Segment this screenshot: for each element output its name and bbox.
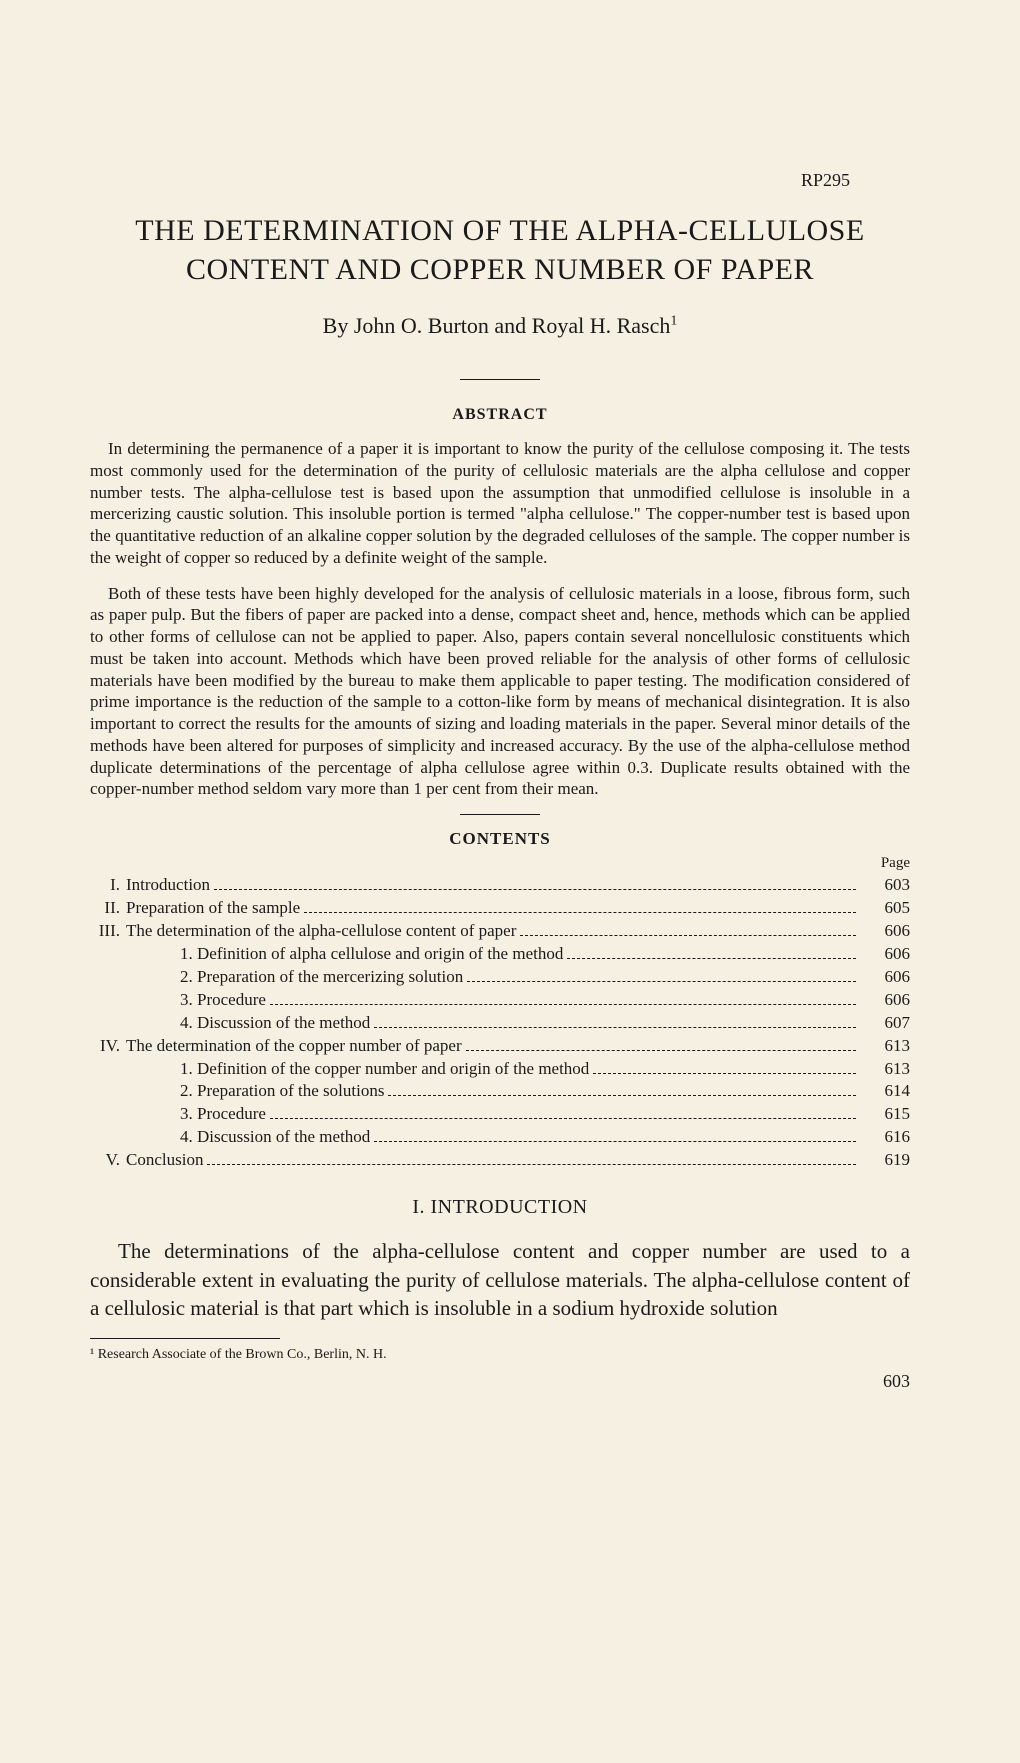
toc-page: 605 (860, 897, 910, 920)
toc-row: I.Introduction 603 (90, 874, 910, 897)
toc-dots (567, 958, 856, 959)
toc-row: III.The determination of the alpha-cellu… (90, 920, 910, 943)
byline: By John O. Burton and Royal H. Rasch1 (90, 313, 910, 339)
toc-dots (207, 1164, 856, 1165)
toc-label: 1. Definition of alpha cellulose and ori… (180, 943, 563, 966)
toc-page: 614 (860, 1080, 910, 1103)
toc-row: 3. Procedure 615 (90, 1103, 910, 1126)
section-heading-introduction: I. INTRODUCTION (90, 1196, 910, 1219)
toc-dots (520, 935, 856, 936)
divider (460, 379, 540, 380)
page-number: 603 (90, 1371, 910, 1392)
abstract-paragraph-2: Both of these tests have been highly dev… (90, 583, 910, 801)
toc-page: 606 (860, 966, 910, 989)
toc-page: 606 (860, 989, 910, 1012)
report-id: RP295 (90, 170, 910, 191)
abstract-paragraph-1: In determining the permanence of a paper… (90, 438, 910, 569)
toc-label: I.Introduction (90, 874, 210, 897)
toc-row: 4. Discussion of the method 607 (90, 1012, 910, 1035)
toc-page: 606 (860, 920, 910, 943)
toc-label: 4. Discussion of the method (180, 1012, 370, 1035)
toc-row: 1. Definition of alpha cellulose and ori… (90, 943, 910, 966)
byline-text: By John O. Burton and Royal H. Rasch (323, 313, 671, 338)
toc-label: II.Preparation of the sample (90, 897, 300, 920)
toc-row: V.Conclusion 619 (90, 1149, 910, 1172)
divider (460, 814, 540, 815)
toc-dots (374, 1027, 856, 1028)
toc-dots (214, 889, 856, 890)
toc-page: 615 (860, 1103, 910, 1126)
toc-label: III.The determination of the alpha-cellu… (90, 920, 516, 943)
toc-dots (388, 1095, 856, 1096)
toc-row: 2. Preparation of the solutions 614 (90, 1080, 910, 1103)
page-column-header: Page (90, 855, 910, 872)
contents-heading: CONTENTS (90, 829, 910, 849)
toc-label: 3. Procedure (180, 989, 266, 1012)
toc-dots (374, 1141, 856, 1142)
toc-row: 4. Discussion of the method 616 (90, 1126, 910, 1149)
toc-label: 4. Discussion of the method (180, 1126, 370, 1149)
toc-dots (466, 1050, 856, 1051)
toc-dots (593, 1073, 856, 1074)
toc-dots (304, 912, 856, 913)
toc-page: 607 (860, 1012, 910, 1035)
toc-row: II.Preparation of the sample 605 (90, 897, 910, 920)
toc-row: 2. Preparation of the mercerizing soluti… (90, 966, 910, 989)
toc-page: 613 (860, 1058, 910, 1081)
toc-row: 3. Procedure 606 (90, 989, 910, 1012)
toc-page: 606 (860, 943, 910, 966)
toc-label: 2. Preparation of the solutions (180, 1080, 384, 1103)
toc-label: 3. Procedure (180, 1103, 266, 1126)
toc-page: 613 (860, 1035, 910, 1058)
toc-label: V.Conclusion (90, 1149, 203, 1172)
toc-page: 616 (860, 1126, 910, 1149)
toc-row: 1. Definition of the copper number and o… (90, 1058, 910, 1081)
abstract-heading: ABSTRACT (90, 406, 910, 424)
footnote-1: ¹ Research Associate of the Brown Co., B… (90, 1347, 910, 1363)
toc-row: IV.The determination of the copper numbe… (90, 1035, 910, 1058)
toc-dots (270, 1004, 856, 1005)
footnote-divider (90, 1338, 280, 1339)
toc-dots (467, 981, 856, 982)
byline-footnote-marker: 1 (670, 314, 677, 329)
toc-page: 603 (860, 874, 910, 897)
table-of-contents: I.Introduction603II.Preparation of the s… (90, 874, 910, 1172)
paper-title: THE DETERMINATION OF THE ALPHA-CELLULOSE… (90, 211, 910, 289)
toc-label: IV.The determination of the copper numbe… (90, 1035, 462, 1058)
body-paragraph-1: The determinations of the alpha-cellulos… (90, 1237, 910, 1322)
toc-page: 619 (860, 1149, 910, 1172)
toc-label: 1. Definition of the copper number and o… (180, 1058, 589, 1081)
toc-label: 2. Preparation of the mercerizing soluti… (180, 966, 463, 989)
toc-dots (270, 1118, 856, 1119)
